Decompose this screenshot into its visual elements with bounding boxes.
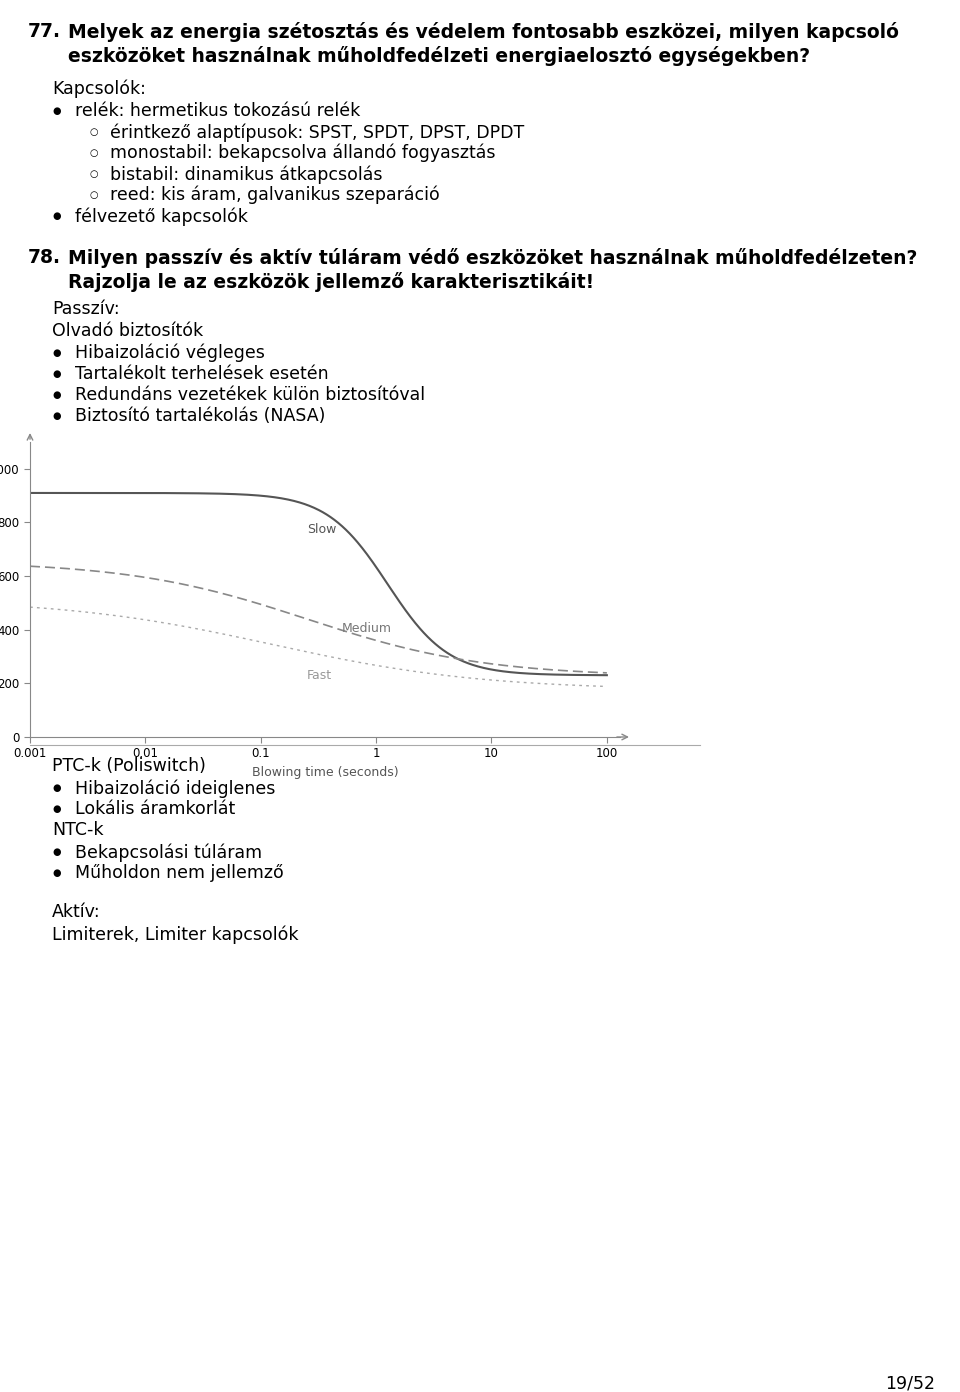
Text: Medium: Medium (342, 622, 392, 635)
X-axis label: Blowing time (seconds): Blowing time (seconds) (252, 766, 398, 780)
Text: Passzív:: Passzív: (52, 301, 120, 317)
Text: 19/52: 19/52 (885, 1375, 935, 1392)
Text: Melyek az energia szétosztás és védelem fontosabb eszközei, milyen kapcsoló: Melyek az energia szétosztás és védelem … (68, 22, 899, 42)
Text: ○: ○ (90, 148, 99, 159)
Text: ●: ● (52, 348, 60, 358)
Text: Bekapcsolási túláram: Bekapcsolási túláram (75, 844, 262, 862)
Text: ●: ● (52, 106, 60, 116)
Text: relék: hermetikus tokozású relék: relék: hermetikus tokozású relék (75, 102, 360, 120)
Text: ●: ● (52, 869, 60, 878)
Text: ●: ● (52, 369, 60, 379)
Text: Hibaizoláció ideiglenes: Hibaizoláció ideiglenes (75, 780, 276, 798)
Text: ○: ○ (90, 189, 99, 200)
Text: monostabil: bekapcsolva állandó fogyasztás: monostabil: bekapcsolva állandó fogyaszt… (110, 143, 495, 163)
Text: eszközöket használnak műholdfedélzeti energiaelosztó egységekben?: eszközöket használnak műholdfedélzeti en… (68, 46, 810, 65)
Text: Kapcsolók:: Kapcsolók: (52, 79, 146, 99)
Text: ●: ● (52, 411, 60, 420)
Text: félvezető kapcsolók: félvezető kapcsolók (75, 207, 248, 226)
Text: ○: ○ (90, 127, 99, 136)
Text: reed: kis áram, galvanikus szeparáció: reed: kis áram, galvanikus szeparáció (110, 187, 440, 205)
Text: 78.: 78. (28, 248, 61, 267)
Text: Lokális áramkorlát: Lokális áramkorlát (75, 800, 235, 818)
Text: Rajzolja le az eszközök jellemző karakterisztikáit!: Rajzolja le az eszközök jellemző karakte… (68, 271, 594, 292)
Text: Műholdon nem jellemző: Műholdon nem jellemző (75, 864, 284, 883)
Text: Fast: Fast (306, 670, 332, 682)
Text: ●: ● (52, 846, 60, 857)
Text: Slow: Slow (306, 523, 336, 536)
Text: érintkező alaptípusok: SPST, SPDT, DPST, DPDT: érintkező alaptípusok: SPST, SPDT, DPST,… (110, 122, 524, 142)
Text: Tartalékolt terhelések esetén: Tartalékolt terhelések esetén (75, 365, 328, 383)
Text: ●: ● (52, 782, 60, 793)
Text: Redundáns vezetékek külön biztosítóval: Redundáns vezetékek külön biztosítóval (75, 386, 425, 404)
Text: bistabil: dinamikus átkapcsolás: bistabil: dinamikus átkapcsolás (110, 166, 382, 184)
Text: Aktív:: Aktív: (52, 903, 101, 922)
Text: 77.: 77. (28, 22, 61, 40)
Text: Biztosító tartalékolás (NASA): Biztosító tartalékolás (NASA) (75, 406, 325, 425)
Text: Hibaizoláció végleges: Hibaizoláció végleges (75, 344, 265, 362)
Text: Olvadó biztosítók: Olvadó biztosítók (52, 322, 204, 340)
Text: ●: ● (52, 212, 60, 221)
Text: Limiterek, Limiter kapcsolók: Limiterek, Limiter kapcsolók (52, 926, 299, 944)
Text: NTC-k: NTC-k (52, 821, 104, 839)
Text: ○: ○ (90, 168, 99, 180)
Text: Milyen passzív és aktív túláram védő eszközöket használnak műholdfedélzeten?: Milyen passzív és aktív túláram védő esz… (68, 248, 918, 269)
Text: ●: ● (52, 390, 60, 400)
Text: ●: ● (52, 805, 60, 814)
Text: PTC-k (Poliswitch): PTC-k (Poliswitch) (52, 757, 205, 775)
